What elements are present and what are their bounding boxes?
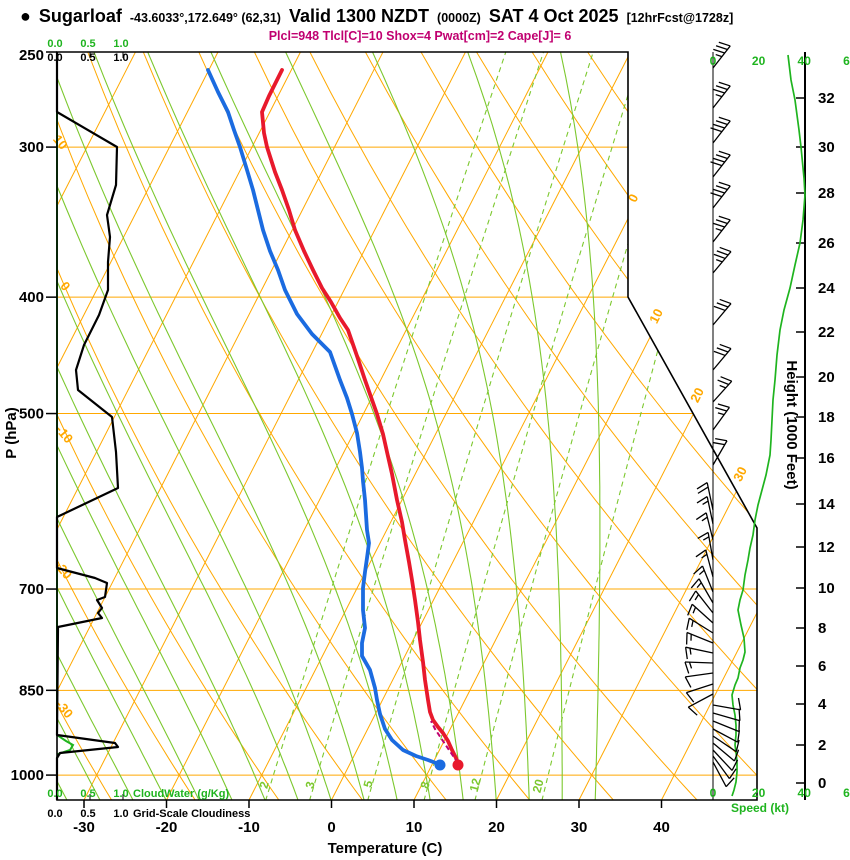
svg-text:14: 14 (818, 496, 835, 513)
station-coords: -43.6033°,172.649° (62,31) (129, 11, 281, 25)
svg-text:300: 300 (19, 139, 44, 156)
svg-text:40: 40 (653, 819, 670, 836)
valid-utc: (0000Z) (437, 11, 481, 25)
station-name: Sugarloaf (38, 6, 122, 26)
svg-text:0.0: 0.0 (47, 52, 62, 64)
svg-text:40: 40 (798, 786, 812, 800)
svg-text:1000: 1000 (11, 767, 44, 784)
svg-text:3: 3 (303, 780, 318, 790)
surface-dewpoint-dot (434, 759, 446, 771)
svg-text:Speed (kt): Speed (kt) (731, 801, 789, 815)
svg-text:P (hPa): P (hPa) (3, 407, 20, 458)
svg-text:0: 0 (710, 786, 717, 800)
svg-text:-30: -30 (73, 819, 95, 836)
svg-text:28: 28 (818, 185, 835, 202)
svg-text:Height (1000 Feet): Height (1000 Feet) (783, 360, 800, 489)
svg-text:20: 20 (752, 786, 766, 800)
svg-text:20: 20 (530, 777, 547, 794)
svg-text:20: 20 (687, 385, 707, 405)
svg-text:850: 850 (19, 682, 44, 699)
wind-speed-profile (731, 54, 806, 797)
svg-text:0.0: 0.0 (47, 38, 62, 50)
wind-barbs (684, 41, 742, 788)
temperature-curve (260, 68, 460, 765)
svg-text:Temperature (C): Temperature (C) (328, 840, 443, 857)
dewpoint-curve (206, 68, 438, 765)
svg-text:20: 20 (818, 369, 835, 386)
svg-text:-20: -20 (156, 819, 178, 836)
svg-text:12: 12 (467, 776, 484, 793)
valid-date: SAT 4 Oct 2025 (488, 6, 619, 26)
svg-text:24: 24 (818, 280, 835, 297)
svg-text:30: 30 (730, 464, 750, 484)
svg-text:4: 4 (818, 696, 827, 713)
svg-text:1.0: 1.0 (113, 38, 128, 50)
svg-text:30: 30 (571, 819, 588, 836)
svg-text:0: 0 (710, 54, 717, 68)
svg-text:0: 0 (818, 775, 826, 792)
svg-text:0.0: 0.0 (47, 808, 62, 820)
surface-temperature-dot (452, 759, 464, 771)
svg-text:0: 0 (327, 819, 335, 836)
svg-text:20: 20 (752, 54, 766, 68)
chart-title: ● Sugarloaf -43.6033°,172.649° (62,31) Va… (20, 6, 848, 27)
svg-text:0.0: 0.0 (47, 788, 62, 800)
svg-text:0.5: 0.5 (80, 52, 95, 64)
svg-text:22: 22 (818, 324, 835, 341)
svg-text:10: 10 (646, 306, 666, 326)
svg-text:60: 60 (843, 54, 850, 68)
svg-text:2: 2 (257, 780, 272, 790)
svg-text:8: 8 (818, 620, 826, 637)
svg-text:2: 2 (818, 737, 826, 754)
svg-text:26: 26 (818, 235, 835, 252)
svg-text:10: 10 (50, 132, 71, 153)
svg-text:1.0: 1.0 (113, 52, 128, 64)
svg-text:500: 500 (19, 406, 44, 423)
svg-text:40: 40 (798, 54, 812, 68)
svg-text:10: 10 (406, 819, 423, 836)
svg-text:60: 60 (843, 786, 850, 800)
svg-text:8: 8 (418, 780, 433, 790)
svg-text:250: 250 (19, 47, 44, 64)
svg-text:0: 0 (57, 279, 73, 294)
svg-text:Grid-Scale Cloudiness: Grid-Scale Cloudiness (133, 808, 250, 820)
svg-text:5: 5 (361, 779, 376, 789)
svg-text:400: 400 (19, 289, 44, 306)
bullet-icon: ● (20, 6, 31, 26)
svg-text:0.5: 0.5 (80, 788, 95, 800)
svg-text:700: 700 (19, 581, 44, 598)
forecast-run: [12hrFcst@1728z] (626, 11, 734, 25)
svg-text:10: 10 (818, 580, 835, 597)
svg-text:20: 20 (488, 819, 505, 836)
svg-text:32: 32 (818, 90, 835, 107)
svg-text:1.0: 1.0 (113, 808, 128, 820)
svg-text:0.5: 0.5 (80, 808, 95, 820)
stability-parameters: Plcl=948 Tlcl[C]=10 Shox=4 Pwat[cm]=2 Ca… (268, 29, 572, 43)
svg-text:30: 30 (818, 139, 835, 156)
svg-text:6: 6 (818, 658, 826, 675)
svg-text:0.5: 0.5 (80, 38, 95, 50)
svg-text:18: 18 (818, 409, 835, 426)
plot-frame (56, 51, 758, 801)
svg-text:CloudWater (g/Kg): CloudWater (g/Kg) (133, 788, 229, 800)
valid-time: Valid 1300 NZDT (288, 6, 430, 26)
svg-text:16: 16 (818, 450, 835, 467)
svg-text:1.0: 1.0 (113, 788, 128, 800)
parcel-path (430, 720, 459, 764)
svg-text:-10: -10 (238, 819, 260, 836)
svg-text:12: 12 (818, 539, 835, 556)
svg-text:0: 0 (625, 191, 642, 204)
